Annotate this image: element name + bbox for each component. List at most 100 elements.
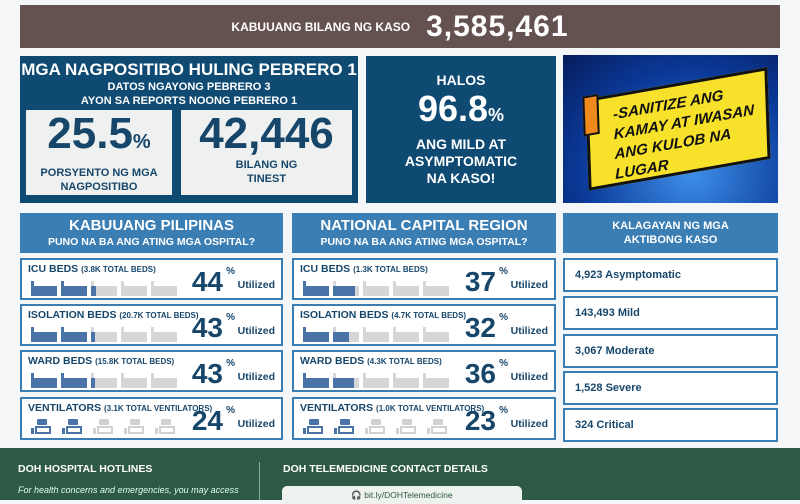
ventilator-icon (62, 419, 84, 435)
utilized-label: Utilized (237, 325, 275, 337)
utilized-label: Utilized (237, 279, 275, 291)
sanitize-poster: -SANITIZE ANG KAMAY AT IWASAN ANG KULOB … (563, 55, 778, 203)
bed-icon (61, 327, 87, 342)
utilized-label: Utilized (237, 371, 275, 383)
utilization-percent: 24 (191, 405, 223, 436)
telemedicine-link[interactable]: 🎧 bit.ly/DOHTelemedicine (282, 486, 522, 504)
utilization-row: ISOLATION BEDS (4.7K TOTAL BEDS) 32% Utili… (292, 304, 556, 346)
bed-icon (151, 327, 177, 342)
tested-card: 42,446 BILANG NG TINEST (181, 110, 352, 195)
active-title: AKTIBONG KASO (623, 234, 718, 246)
region-subtitle: PUNO NA BA ANG ATING MGA OSPITAL? (47, 236, 256, 248)
hotlines-text: For health concerns and emergencies, you… (18, 485, 239, 495)
ventilator-icon (334, 419, 356, 435)
percent-sign: % (226, 358, 235, 369)
positivity-title: MGA NAGPOSITIBO HULING PEBRERO 1 (21, 60, 357, 79)
bed-icon (363, 327, 389, 342)
positivity-panel: MGA NAGPOSITIBO HULING PEBRERO 1 DATOS N… (20, 56, 358, 203)
bed-icon (393, 373, 419, 388)
bed-gauge (31, 373, 177, 388)
percent-sign: % (226, 266, 235, 277)
poster-sign: -SANITIZE ANG KAMAY AT IWASAN ANG KULOB … (582, 67, 771, 191)
bed-icon (333, 281, 359, 296)
row-total: (4.3K TOTAL BEDS) (367, 357, 442, 366)
ventilator-gauge (303, 419, 449, 435)
bed-icon (303, 373, 329, 388)
bed-icon (393, 281, 419, 296)
bed-icon (61, 373, 87, 388)
bed-icon (333, 373, 359, 388)
utilization-percent: 44 (191, 266, 223, 297)
utilization-row: ICU BEDS (1.3K TOTAL BEDS) 37% Utilized (292, 258, 556, 300)
bed-icon (121, 327, 147, 342)
region-subtitle: PUNO NA BA ANG ATING MGA OSPITAL? (320, 236, 528, 248)
row-total: (4.7K TOTAL BEDS) (391, 311, 467, 320)
bed-gauge (303, 373, 449, 388)
ventilator-icon (124, 419, 146, 435)
ventilator-gauge (31, 419, 177, 435)
rate-caption: NAGPOSITIBO (60, 181, 138, 193)
utilization-percent: 36 (464, 358, 496, 389)
bed-icon (121, 373, 147, 388)
row-total: (20.7K TOTAL BEDS) (119, 311, 199, 320)
headset-icon: 🎧 (351, 490, 365, 500)
bed-icon (91, 281, 117, 296)
bed-icon (393, 327, 419, 342)
utilization-row: VENTILATORS (3.1K TOTAL VENTILATORS) 24% U… (20, 397, 283, 440)
percent-sign: % (132, 131, 151, 153)
positivity-sub2: AYON SA REPORTS NOONG PEBRERO 1 (80, 95, 298, 107)
row-name: ISOLATION BEDS (300, 309, 389, 321)
divider (259, 462, 260, 500)
utilization-percent: 37 (464, 266, 496, 297)
active-case-item: 143,493 Mild (563, 296, 778, 330)
total-cases-label: KABUUANG BILANG NG KASO (231, 19, 411, 34)
percent-sign: % (499, 405, 508, 416)
positivity-rate: 25.5 (47, 109, 133, 158)
positivity-rate-card: 25.5% PORSYENTO NG MGA NAGPOSITIBO (26, 110, 172, 195)
ventilator-icon (365, 419, 387, 435)
bed-gauge (31, 281, 177, 296)
utilization-row: ISOLATION BEDS (20.7K TOTAL BEDS) 43% Util… (20, 304, 283, 346)
active-case-item: 3,067 Moderate (563, 334, 778, 368)
ventilator-icon (303, 419, 325, 435)
active-title: KALAGAYAN NG MGA (612, 220, 729, 232)
ventilator-icon (396, 419, 418, 435)
mild-caption: ASYMPTOMATIC (404, 153, 518, 169)
bed-icon (423, 327, 449, 342)
ventilator-icon (427, 419, 449, 435)
bed-icon (333, 327, 359, 342)
bed-icon (423, 281, 449, 296)
ventilator-icon (93, 419, 115, 435)
row-total: (1.0K TOTAL VENTILATORS) (376, 404, 485, 413)
percent-sign: % (499, 312, 508, 323)
row-total: (3.8K TOTAL BEDS) (81, 265, 156, 274)
utilized-label: Utilized (510, 325, 548, 337)
utilization-row: WARD BEDS (4.3K TOTAL BEDS) 36% Utilized (292, 350, 556, 392)
bed-icon (31, 373, 57, 388)
utilization-percent: 43 (191, 312, 223, 343)
bed-icon (303, 327, 329, 342)
bed-gauge (303, 281, 449, 296)
bed-icon (31, 327, 57, 342)
utilization-row: WARD BEDS (15.8K TOTAL BEDS) 43% Utilized (20, 350, 283, 392)
percent-sign: % (226, 312, 235, 323)
region-title: NATIONAL CAPITAL REGION (320, 217, 528, 234)
bed-icon (91, 327, 117, 342)
bed-icon (363, 373, 389, 388)
ventilator-icon (31, 419, 53, 435)
row-total: (15.8K TOTAL BEDS) (95, 357, 175, 366)
bed-icon (31, 281, 57, 296)
mild-caption: ANG MILD AT (415, 136, 507, 152)
percent-sign: % (499, 266, 508, 277)
tested-caption: BILANG NG (235, 159, 298, 171)
telemedicine-link-text: bit.ly/DOHTelemedicine (364, 490, 453, 500)
tested-caption: TINEST (246, 173, 287, 185)
region-title: KABUUANG PILIPINAS (68, 217, 234, 234)
bed-icon (121, 281, 147, 296)
rate-caption: PORSYENTO NG MGA (40, 167, 158, 179)
row-name: ISOLATION BEDS (28, 309, 117, 321)
poster-i-letter (582, 93, 600, 137)
mild-value: 96.8 (417, 88, 489, 129)
utilization-row: ICU BEDS (3.8K TOTAL BEDS) 44% Utilized (20, 258, 283, 300)
bed-icon (423, 373, 449, 388)
